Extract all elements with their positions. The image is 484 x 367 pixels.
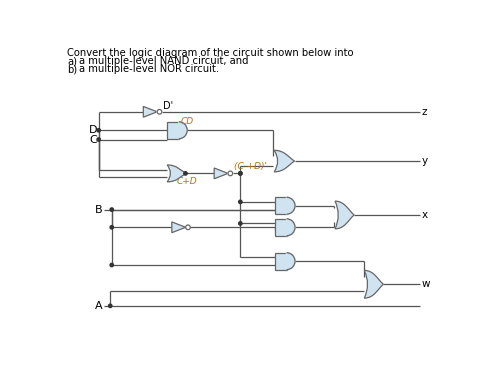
Polygon shape xyxy=(172,222,186,233)
Circle shape xyxy=(110,226,113,229)
Text: z: z xyxy=(421,107,427,117)
Circle shape xyxy=(97,128,100,132)
PathPatch shape xyxy=(274,150,295,172)
Text: A: A xyxy=(95,301,103,311)
Circle shape xyxy=(157,109,162,114)
Polygon shape xyxy=(179,122,187,139)
Text: B: B xyxy=(95,204,103,215)
Text: CD: CD xyxy=(180,117,194,126)
Circle shape xyxy=(239,172,242,175)
Polygon shape xyxy=(287,253,295,270)
Text: C: C xyxy=(90,135,97,145)
PathPatch shape xyxy=(275,219,287,236)
Circle shape xyxy=(228,171,233,176)
Text: D': D' xyxy=(163,101,173,110)
Circle shape xyxy=(184,172,187,175)
PathPatch shape xyxy=(167,165,186,182)
Circle shape xyxy=(97,138,100,141)
Polygon shape xyxy=(287,219,295,236)
Text: (C +D)': (C +D)' xyxy=(234,162,267,171)
Text: a): a) xyxy=(67,57,77,66)
PathPatch shape xyxy=(275,197,287,214)
Polygon shape xyxy=(287,197,295,214)
Circle shape xyxy=(239,172,242,175)
Circle shape xyxy=(186,225,190,230)
PathPatch shape xyxy=(167,122,179,139)
Circle shape xyxy=(239,222,242,225)
Circle shape xyxy=(110,264,113,267)
Circle shape xyxy=(239,200,242,204)
Text: a multiple-level NAND circuit, and: a multiple-level NAND circuit, and xyxy=(78,57,248,66)
PathPatch shape xyxy=(364,270,383,298)
Text: D: D xyxy=(89,125,97,135)
Text: a multiple-level NOR circuit.: a multiple-level NOR circuit. xyxy=(78,64,219,74)
Text: y: y xyxy=(421,156,427,166)
Text: w: w xyxy=(421,279,430,289)
Text: x: x xyxy=(421,210,427,220)
Circle shape xyxy=(108,304,112,308)
Polygon shape xyxy=(214,168,228,179)
Text: b): b) xyxy=(67,64,77,74)
Text: C+D: C+D xyxy=(177,177,197,186)
Text: Convert the logic diagram of the circuit shown below into: Convert the logic diagram of the circuit… xyxy=(67,48,354,58)
PathPatch shape xyxy=(275,253,287,270)
PathPatch shape xyxy=(335,201,354,229)
Polygon shape xyxy=(143,106,157,117)
Circle shape xyxy=(110,208,113,211)
